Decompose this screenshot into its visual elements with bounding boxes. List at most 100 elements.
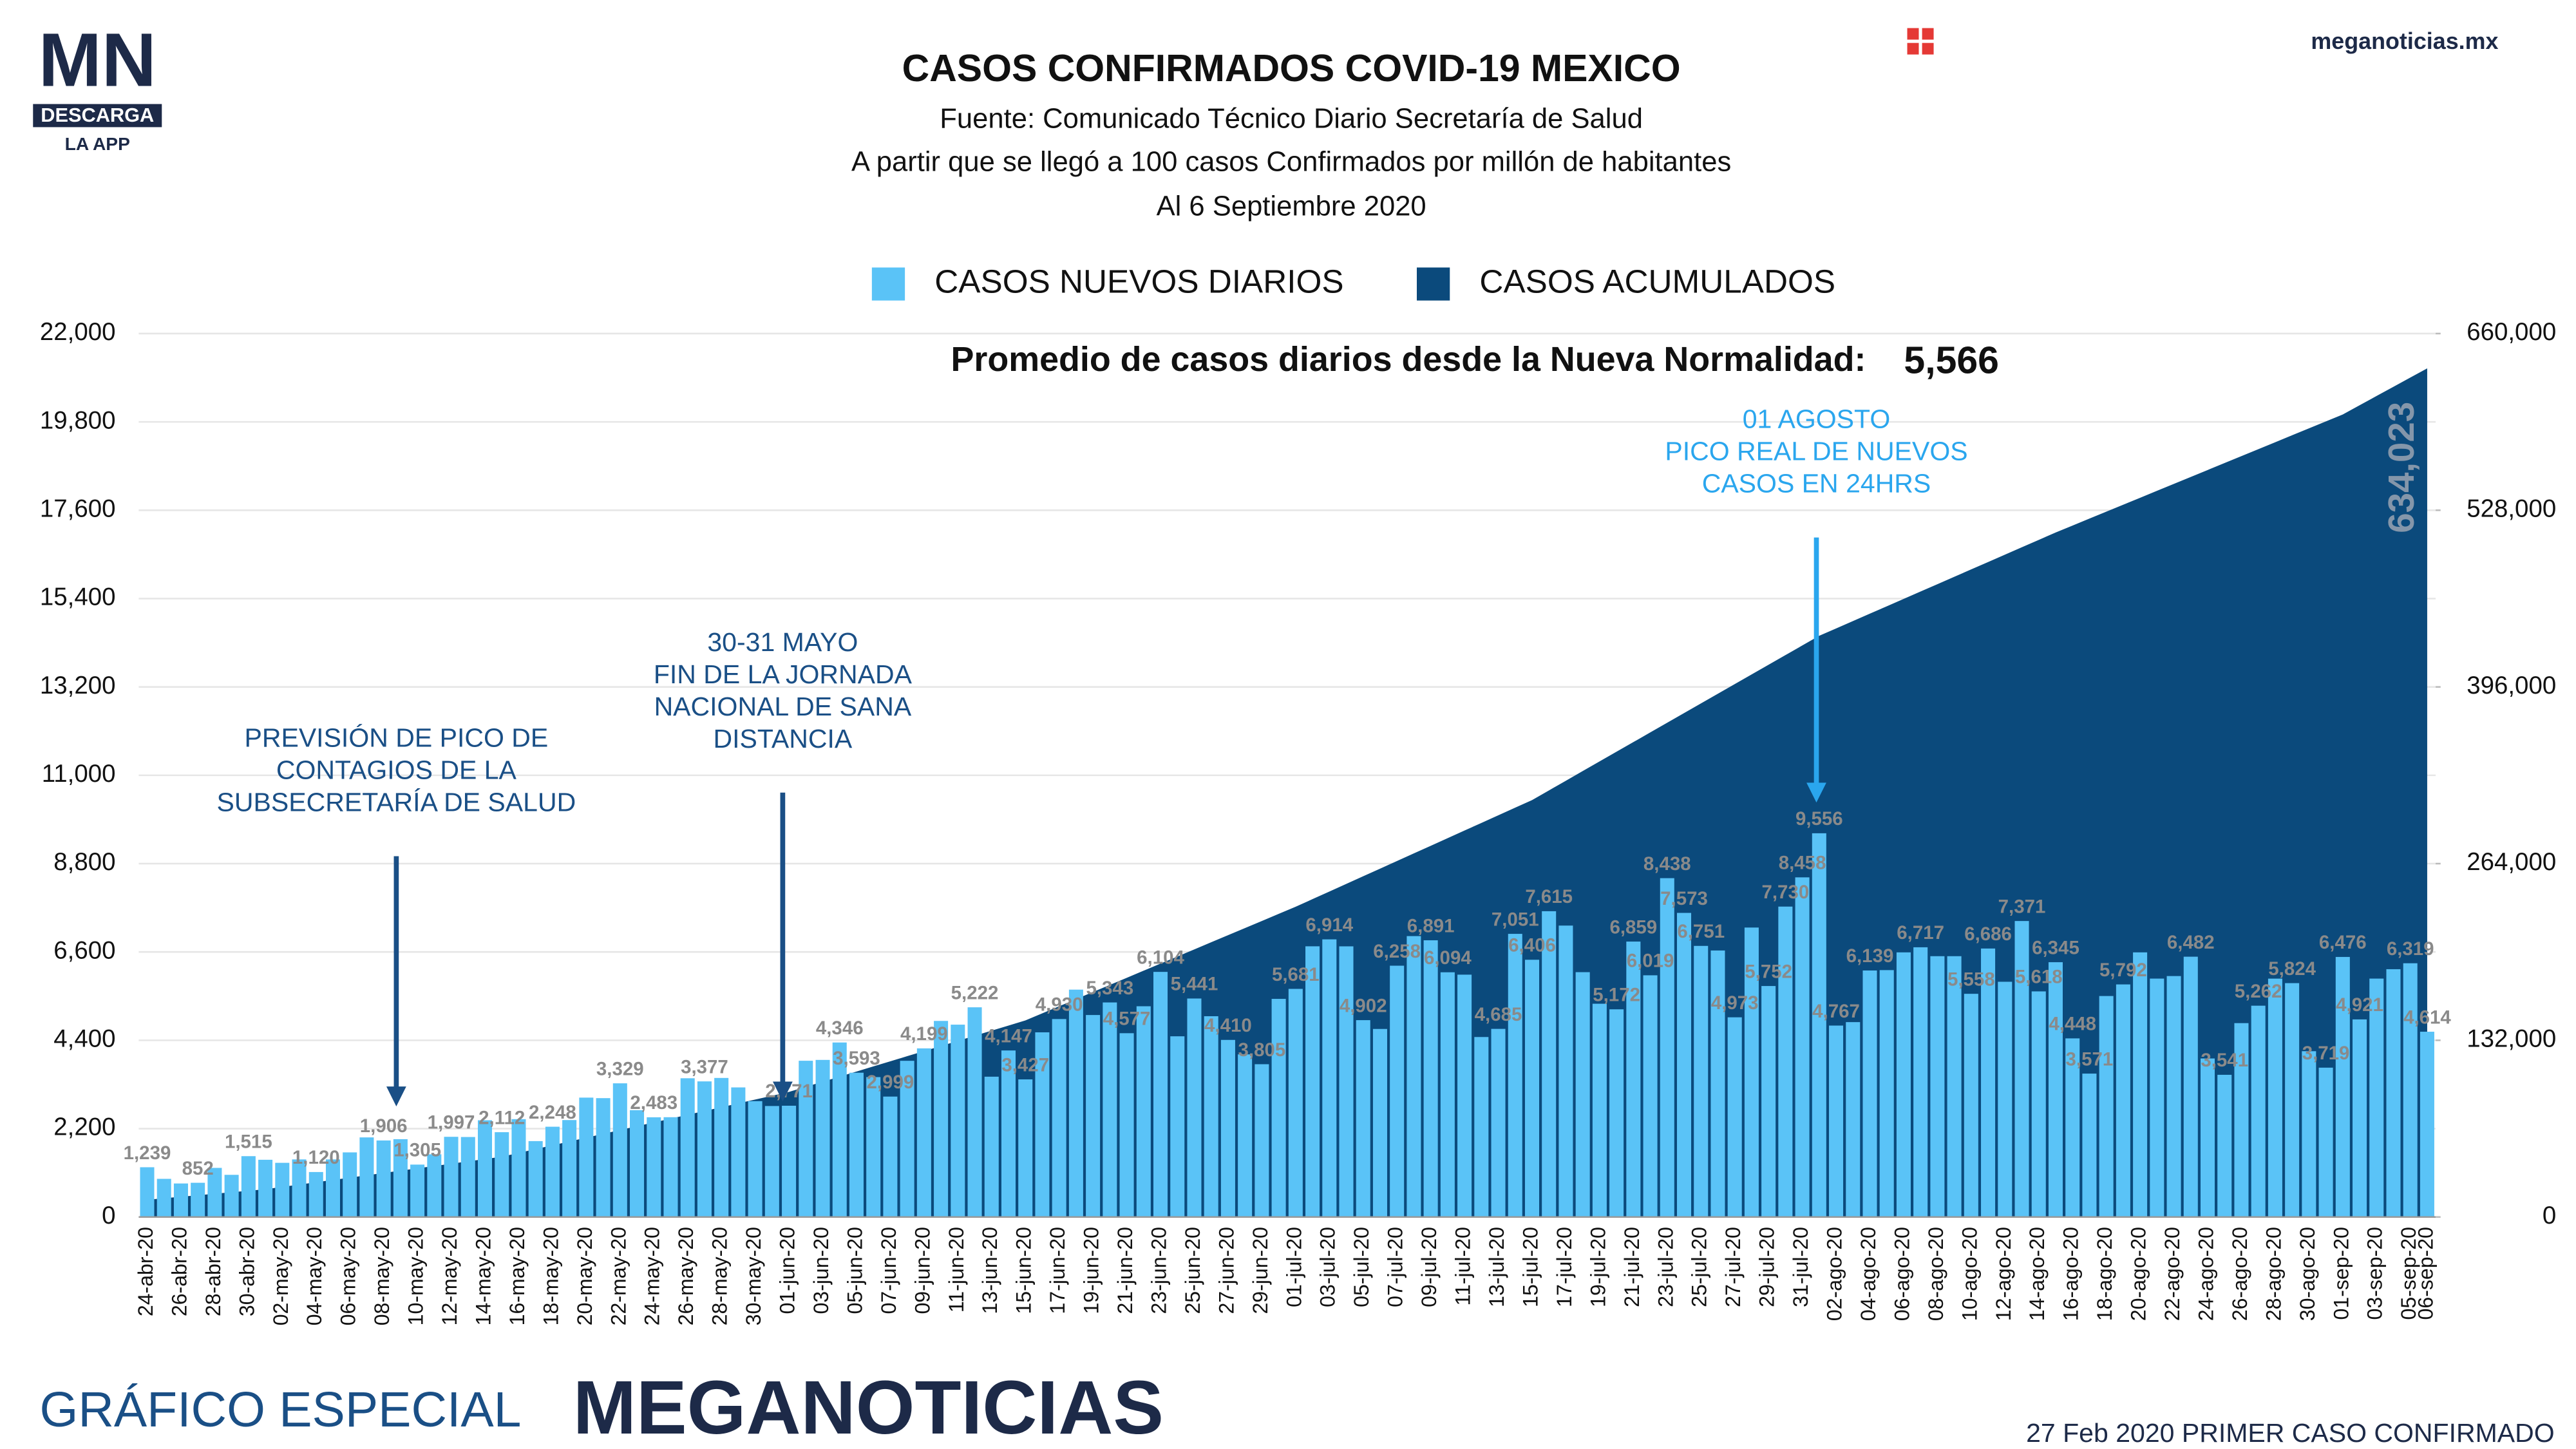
bar bbox=[1136, 1006, 1151, 1217]
value-label: 1,906 bbox=[360, 1115, 408, 1137]
value-label: 1,305 bbox=[393, 1140, 441, 1161]
x-tick-label: 03-jul-20 bbox=[1316, 1227, 1340, 1307]
value-label: 6,139 bbox=[1846, 945, 1894, 967]
y-tick-label: 11,000 bbox=[42, 760, 116, 788]
bar bbox=[1879, 970, 1894, 1217]
bar bbox=[1390, 965, 1405, 1217]
bar bbox=[1491, 1028, 1506, 1217]
value-label: 6,482 bbox=[2167, 932, 2215, 953]
bar bbox=[1271, 999, 1286, 1217]
bar bbox=[1220, 1039, 1235, 1217]
brand-icon bbox=[1907, 28, 1934, 55]
x-tick-label: 30-may-20 bbox=[742, 1227, 765, 1325]
value-label: 6,319 bbox=[2387, 938, 2434, 960]
y2-tick-label: 264,000 bbox=[2467, 848, 2556, 876]
chart-title: CASOS CONFIRMADOS COVID-19 MEXICO bbox=[902, 48, 1681, 90]
x-tick-label: 06-ago-20 bbox=[1890, 1227, 1913, 1321]
bar bbox=[967, 1007, 982, 1217]
average-label: Promedio de casos diarios desde la Nueva… bbox=[951, 340, 1866, 379]
bar bbox=[951, 1025, 965, 1217]
y-tick-label: 19,800 bbox=[40, 406, 116, 434]
y2-tick-label: 0 bbox=[2543, 1202, 2556, 1229]
value-label: 6,717 bbox=[1897, 922, 1944, 943]
bar bbox=[1998, 981, 2012, 1217]
bar bbox=[799, 1061, 813, 1217]
bar bbox=[748, 1101, 762, 1217]
value-label: 3,329 bbox=[596, 1058, 644, 1079]
value-label: 2,999 bbox=[867, 1072, 914, 1093]
x-tick-label: 25-jun-20 bbox=[1181, 1227, 1204, 1314]
total-label: 634,023 bbox=[2381, 402, 2421, 533]
logo-box bbox=[33, 33, 162, 102]
bar bbox=[2048, 962, 2063, 1217]
bar bbox=[292, 1159, 307, 1217]
bar bbox=[697, 1081, 712, 1217]
subtitle: A partir que se llegó a 100 casos Confir… bbox=[851, 146, 1731, 177]
x-tick-label: 09-jul-20 bbox=[1417, 1227, 1441, 1307]
value-label: 4,973 bbox=[1711, 992, 1759, 1014]
bar bbox=[343, 1152, 357, 1217]
x-tick-label: 13-jul-20 bbox=[1485, 1227, 1508, 1307]
value-label: 3,719 bbox=[2302, 1043, 2350, 1064]
value-label: 9,556 bbox=[1795, 808, 1843, 829]
bar bbox=[2420, 1032, 2434, 1217]
value-label: 6,094 bbox=[1424, 947, 1472, 969]
bar bbox=[2318, 1067, 2333, 1217]
x-tick-label: 14-may-20 bbox=[471, 1227, 495, 1325]
bar bbox=[1474, 1037, 1489, 1217]
value-label: 1,120 bbox=[292, 1147, 340, 1168]
x-tick-label: 09-jun-20 bbox=[911, 1227, 934, 1314]
subtitle: Al 6 Septiembre 2020 bbox=[1157, 191, 1426, 222]
value-label: 3,541 bbox=[2201, 1050, 2248, 1071]
bar bbox=[2302, 1051, 2316, 1217]
y-tick-label: 4,400 bbox=[53, 1025, 115, 1053]
bar bbox=[2403, 963, 2418, 1217]
value-label: 4,902 bbox=[1340, 995, 1387, 1016]
bar bbox=[1947, 956, 1962, 1217]
value-label: 5,824 bbox=[2268, 958, 2316, 980]
value-label: 3,427 bbox=[1001, 1054, 1049, 1075]
bar bbox=[1575, 972, 1590, 1217]
annotation: DISTANCIA bbox=[714, 724, 853, 753]
bar bbox=[714, 1077, 729, 1217]
bar bbox=[1626, 942, 1641, 1217]
x-tick-label: 04-may-20 bbox=[303, 1227, 326, 1325]
bar bbox=[815, 1059, 830, 1217]
annotation: CASOS EN 24HRS bbox=[1702, 469, 1931, 498]
x-tick-label: 13-jun-20 bbox=[978, 1227, 1001, 1314]
bar bbox=[477, 1120, 493, 1217]
x-tick-label: 19-jul-20 bbox=[1586, 1227, 1609, 1307]
annotation-arrowhead bbox=[386, 1086, 406, 1106]
value-label: 1,515 bbox=[225, 1132, 272, 1153]
value-label: 5,681 bbox=[1272, 964, 1320, 985]
bar bbox=[1204, 1016, 1218, 1217]
value-label: 4,410 bbox=[1204, 1015, 1252, 1036]
bar bbox=[984, 1076, 999, 1217]
value-label: 7,615 bbox=[1525, 886, 1573, 907]
bar bbox=[241, 1156, 256, 1217]
bar bbox=[1710, 950, 1725, 1217]
value-label: 6,859 bbox=[1609, 916, 1657, 938]
bar bbox=[545, 1126, 560, 1217]
bar bbox=[156, 1179, 171, 1217]
annotation: 01 AGOSTO bbox=[1743, 404, 1891, 434]
bar bbox=[1508, 934, 1522, 1217]
bar bbox=[663, 1117, 678, 1217]
x-tick-label: 23-jun-20 bbox=[1147, 1227, 1170, 1314]
bar bbox=[680, 1078, 695, 1217]
x-tick-label: 14-ago-20 bbox=[2025, 1227, 2049, 1321]
bar bbox=[207, 1168, 222, 1217]
x-tick-label: 07-jun-20 bbox=[877, 1227, 900, 1314]
value-label: 852 bbox=[182, 1158, 214, 1179]
bar bbox=[579, 1097, 594, 1217]
bar bbox=[1322, 939, 1337, 1217]
value-label: 1,997 bbox=[428, 1112, 475, 1133]
x-tick-label: 21-jul-20 bbox=[1620, 1227, 1643, 1307]
bar bbox=[596, 1098, 611, 1217]
bar bbox=[528, 1141, 543, 1217]
y-tick-label: 6,600 bbox=[53, 936, 115, 964]
x-tick-label: 26-ago-20 bbox=[2228, 1227, 2251, 1321]
value-label: 6,751 bbox=[1677, 921, 1725, 942]
bar bbox=[1829, 1025, 1844, 1217]
x-tick-label: 08-may-20 bbox=[370, 1227, 393, 1325]
